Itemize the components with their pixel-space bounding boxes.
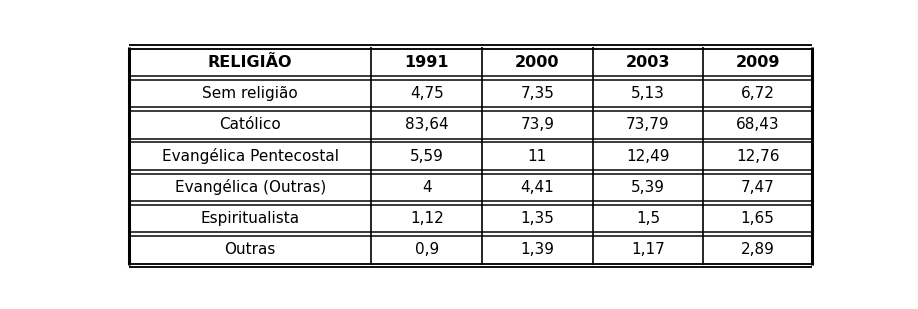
Text: 1,65: 1,65	[741, 211, 775, 226]
Text: 12,76: 12,76	[736, 149, 779, 163]
Text: 4: 4	[422, 180, 431, 195]
Text: 2,89: 2,89	[741, 242, 775, 257]
Text: 83,64: 83,64	[405, 117, 449, 132]
Text: 7,47: 7,47	[741, 180, 775, 195]
Text: 2003: 2003	[626, 55, 670, 70]
Text: 0,9: 0,9	[415, 242, 439, 257]
Text: 12,49: 12,49	[626, 149, 670, 163]
Text: 6,72: 6,72	[741, 86, 775, 101]
Text: Espiritualista: Espiritualista	[201, 211, 300, 226]
Text: 5,13: 5,13	[631, 86, 665, 101]
Text: 11: 11	[528, 149, 547, 163]
Text: Evangélica Pentecostal: Evangélica Pentecostal	[162, 148, 339, 164]
Text: 4,41: 4,41	[521, 180, 554, 195]
Text: 5,59: 5,59	[409, 149, 443, 163]
Text: 7,35: 7,35	[521, 86, 554, 101]
Text: Outras: Outras	[225, 242, 276, 257]
Text: 1,39: 1,39	[521, 242, 554, 257]
Text: 1,5: 1,5	[636, 211, 660, 226]
Text: 4,75: 4,75	[410, 86, 443, 101]
Text: 2000: 2000	[515, 55, 560, 70]
Text: RELIGIÃO: RELIGIÃO	[208, 55, 293, 70]
Text: 68,43: 68,43	[736, 117, 779, 132]
Text: Católico: Católico	[219, 117, 281, 132]
Text: 1,17: 1,17	[632, 242, 665, 257]
Text: 73,79: 73,79	[626, 117, 670, 132]
Text: 1,12: 1,12	[410, 211, 443, 226]
Text: 1,35: 1,35	[521, 211, 554, 226]
Text: 73,9: 73,9	[521, 117, 554, 132]
Text: 2009: 2009	[735, 55, 780, 70]
Text: 5,39: 5,39	[631, 180, 665, 195]
Text: 1991: 1991	[405, 55, 449, 70]
Text: Sem religião: Sem religião	[202, 86, 298, 101]
Text: Evangélica (Outras): Evangélica (Outras)	[174, 179, 326, 195]
